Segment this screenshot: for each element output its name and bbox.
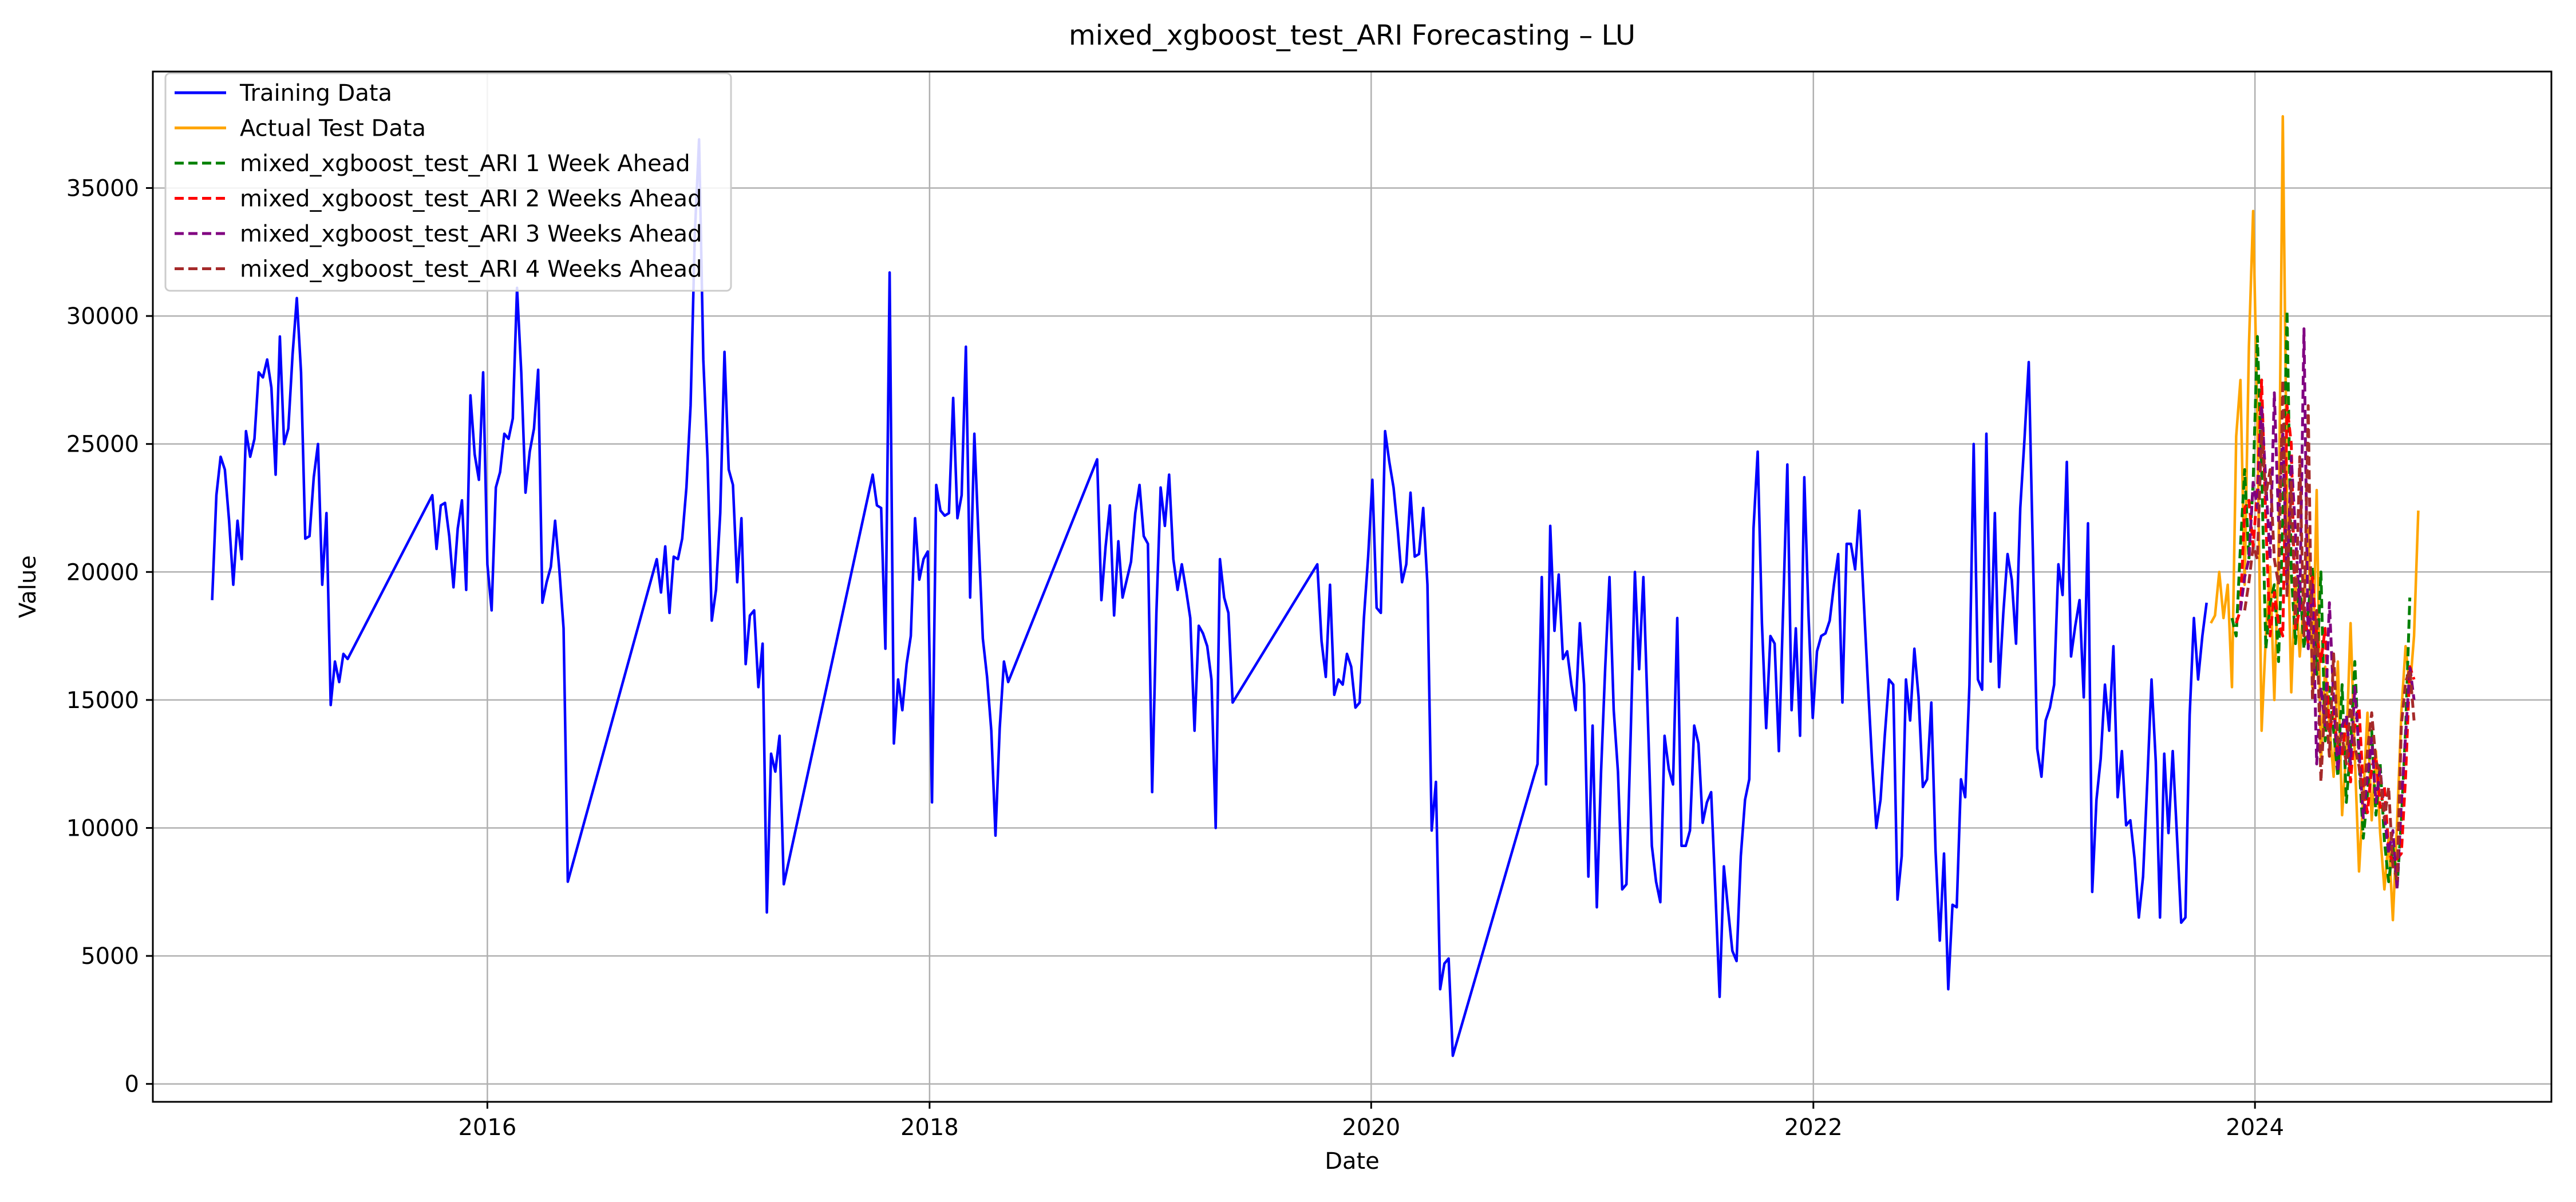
series-line-4 xyxy=(2235,378,2416,865)
legend: Training Data Actual Test Data mixed_xgboo… xyxy=(164,72,732,292)
y-tick-label: 25000 xyxy=(66,432,139,458)
y-axis: 0 5000 10000 15000 20000 25000 30000 35000 xyxy=(66,175,153,1098)
grid xyxy=(153,72,2551,1102)
legend-label: mixed_xgboost_test_ARI 1 Week Ahead xyxy=(240,151,690,177)
x-axis-title: Date xyxy=(1325,1148,1380,1175)
series-lines xyxy=(211,115,2420,1057)
y-tick-label: 20000 xyxy=(66,559,139,586)
chart-title: mixed_xgboost_test_ARI Forecasting – LU xyxy=(1069,19,1635,52)
x-tick-label: 2016 xyxy=(458,1114,516,1141)
x-tick-label: 2024 xyxy=(2226,1114,2284,1141)
y-tick-label: 30000 xyxy=(66,303,139,330)
y-tick-label: 5000 xyxy=(81,943,139,970)
plot-frame xyxy=(152,70,2553,1103)
y-tick-label: 0 xyxy=(125,1071,139,1098)
x-axis: 2016 2018 2020 2022 2024 xyxy=(458,1102,2284,1141)
legend-label: mixed_xgboost_test_ARI 4 Weeks Ahead xyxy=(240,256,702,283)
legend-frame xyxy=(164,72,732,292)
legend-label: Training Data xyxy=(239,80,392,106)
series-line-1 xyxy=(211,138,2208,1057)
x-tick-label: 2020 xyxy=(1342,1114,1400,1141)
y-tick-label: 35000 xyxy=(66,175,139,201)
y-tick-label: 10000 xyxy=(66,815,139,841)
x-tick-label: 2022 xyxy=(1784,1114,1843,1141)
legend-label: mixed_xgboost_test_ARI 3 Weeks Ahead xyxy=(240,221,702,247)
legend-label: Actual Test Data xyxy=(240,116,426,142)
legend-label: mixed_xgboost_test_ARI 2 Weeks Ahead xyxy=(240,186,702,212)
series-line-6 xyxy=(2243,378,2416,881)
y-tick-label: 15000 xyxy=(66,687,139,714)
x-tick-label: 2018 xyxy=(900,1114,959,1141)
y-axis-title: Value xyxy=(15,555,41,618)
series-line-5 xyxy=(2239,327,2416,891)
series-line-3 xyxy=(2230,309,2412,888)
